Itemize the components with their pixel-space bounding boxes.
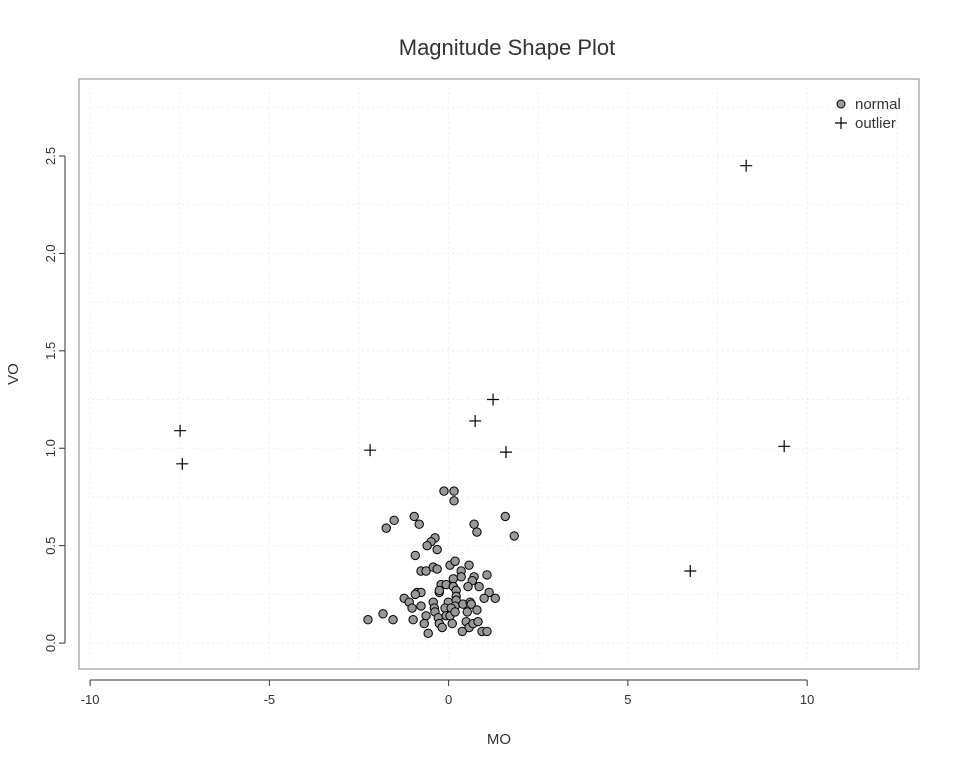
normal-point [474, 581, 484, 592]
outlier-point [499, 446, 512, 459]
normal-point [463, 581, 473, 592]
y-tick-label: 0.0 [43, 634, 58, 652]
outlier-point [684, 564, 697, 577]
y-tick-label: 1.0 [43, 439, 58, 457]
normal-point [448, 574, 458, 584]
normal-point [464, 560, 474, 570]
normal-point [388, 615, 398, 625]
normal-point [450, 607, 460, 617]
chart-title: Magnitude Shape Plot [399, 35, 616, 60]
outlier-point [176, 457, 189, 470]
normal-point [408, 615, 418, 625]
x-tick-label: 0 [445, 692, 452, 707]
normal-point [389, 515, 399, 526]
outlier-point [778, 440, 791, 453]
normal-point [469, 519, 479, 529]
normal-point [449, 496, 459, 506]
normal-point [484, 587, 494, 598]
legend-outlier-label: outlier [855, 115, 896, 132]
outlier-point [469, 414, 482, 427]
normal-point [462, 607, 472, 617]
normal-point [432, 564, 442, 574]
normal-point [410, 550, 420, 561]
x-axis-label: MO [487, 731, 511, 748]
outlier-point [364, 444, 377, 457]
y-axis-label: VO [5, 363, 22, 385]
x-tick-label: -5 [264, 692, 276, 707]
normal-point [472, 527, 482, 537]
normal-point [500, 511, 510, 522]
y-tick-label: 1.5 [43, 342, 58, 360]
normal-point [363, 615, 373, 625]
normal-point [409, 511, 419, 522]
normal-point [421, 611, 431, 621]
x-tick-label: -10 [81, 692, 100, 707]
normal-point [423, 628, 433, 639]
normal-point [449, 486, 459, 496]
normal-point [434, 585, 445, 596]
normal-point [490, 593, 500, 603]
normal-point [447, 618, 457, 629]
y-tick-label: 0.5 [43, 537, 58, 555]
normal-point [419, 618, 429, 629]
legend: normal outlier [835, 96, 901, 132]
y-tick-label: 2.0 [43, 244, 58, 262]
normal-point [456, 572, 466, 582]
outlier-point [487, 393, 500, 406]
legend-outlier-marker [835, 117, 847, 129]
normal-point [410, 589, 420, 600]
outlier-point [740, 159, 753, 172]
normal-point [422, 540, 432, 551]
normal-point [439, 486, 449, 496]
normal-point [378, 609, 388, 619]
x-tick-label: 10 [800, 692, 814, 707]
normal-point [473, 616, 483, 627]
normal-point [450, 556, 460, 566]
plot-frame [78, 78, 920, 670]
normal-point [472, 605, 482, 615]
normal-point [414, 519, 424, 529]
normal-point [432, 544, 442, 555]
outlier-point [174, 424, 187, 437]
normal-point [479, 593, 489, 603]
normal-point [407, 603, 417, 613]
y-tick-label: 2.5 [43, 147, 58, 165]
normal-point [482, 626, 492, 637]
normal-point [457, 626, 467, 637]
normal-point [421, 566, 431, 576]
normal-point [437, 622, 447, 633]
normal-point [416, 601, 426, 611]
normal-point [466, 599, 476, 609]
legend-normal-label: normal [855, 96, 901, 113]
legend-normal-marker [836, 99, 846, 109]
normal-point [381, 523, 391, 533]
x-tick-label: 5 [624, 692, 631, 707]
data-points [174, 159, 791, 639]
y-axis: 0.0 0.5 1.0 1.5 2.0 2.5 [43, 147, 66, 652]
normal-point [509, 531, 519, 541]
normal-point [482, 570, 492, 580]
x-axis: -10 -5 0 5 10 [81, 679, 814, 707]
grid [87, 87, 911, 661]
